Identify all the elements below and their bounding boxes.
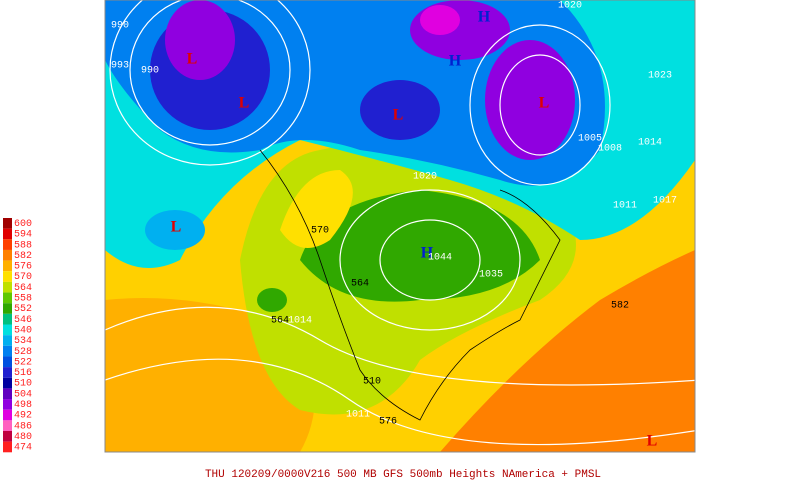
legend-swatch [3,292,12,304]
contour-label: 1044 [428,253,452,264]
legend-label: 486 [14,421,32,432]
contour-label: 564 [271,316,289,327]
contour-label: 570 [311,226,329,237]
contour-label: 990 [141,66,159,77]
isobars [105,0,695,446]
contour-label: 1014 [288,316,312,327]
legend-swatch [3,399,12,410]
legend-label: 594 [14,230,32,241]
legend-label: 552 [14,304,32,315]
pressure-center: H [421,245,434,262]
legend-label: 564 [14,283,32,294]
contour-label: 990 [111,21,129,32]
legend-label: 570 [14,272,32,283]
contour-label: 993 [111,61,129,72]
legend-swatch [3,441,12,453]
legend-swatch [3,249,12,261]
contour-label: 1020 [558,1,582,12]
legend-label: 582 [14,251,32,262]
pressure-center: H [478,9,491,26]
contour-label: 1008 [598,144,622,155]
legend-swatch [3,377,12,389]
contour-label: 1017 [653,196,677,207]
map-frame [104,0,696,453]
coastlines [259,149,561,421]
legend-label: 516 [14,368,32,379]
contour-label: 1035 [479,270,503,281]
pressure-center: L [393,107,404,124]
legend-label: 492 [14,411,32,422]
legend-swatch [3,345,12,357]
legend-label: 522 [14,357,32,368]
legend-label: 528 [14,347,32,358]
legend-swatch [3,431,12,442]
legend-swatch [3,218,12,229]
contour-label: 1011 [613,201,637,212]
legend-swatch [3,388,12,400]
legend-label: 504 [14,389,32,400]
contour-label: 1020 [413,172,437,183]
legend-swatch [3,324,12,336]
legend-label: 576 [14,262,32,273]
legend-label: 588 [14,240,32,251]
contour-label: 510 [363,377,381,388]
legend-label: 540 [14,325,32,336]
legend-label: 600 [14,219,32,230]
legend-swatch [3,356,12,368]
contour-label: 1023 [648,71,672,82]
legend-swatch [3,313,12,325]
legend-swatch [3,303,12,314]
contour-label: 576 [379,417,397,428]
legend-label: 558 [14,294,32,305]
contour-label: 1005 [578,134,602,145]
legend-swatch [3,228,12,240]
map-fill [105,0,695,452]
legend-swatch [3,335,12,346]
pressure-center: L [647,433,658,450]
legend-label: 474 [14,443,32,454]
contour-label: 1014 [638,138,662,149]
legend-swatch [3,367,12,378]
pressure-center: L [171,219,182,236]
legend-swatch [3,239,12,250]
legend-swatch [3,271,12,282]
contour-label: 1011 [346,410,370,421]
contour-label: 564 [351,279,369,290]
legend-swatch [3,420,12,431]
legend-label: 480 [14,432,32,443]
legend-label: 546 [14,315,32,326]
contour-label: 582 [611,301,629,312]
legend-swatch [3,260,12,272]
pressure-center: H [449,53,462,70]
legend-swatch [3,281,12,293]
legend-swatch [3,409,12,421]
legend-label: 510 [14,379,32,390]
legend-label: 498 [14,400,32,411]
pressure-center: L [239,95,250,112]
caption: THU 120209/0000V216 500 MB GFS 500mb Hei… [205,469,601,480]
pressure-center: L [539,95,550,112]
legend-label: 534 [14,336,32,347]
pressure-center: L [187,51,198,68]
